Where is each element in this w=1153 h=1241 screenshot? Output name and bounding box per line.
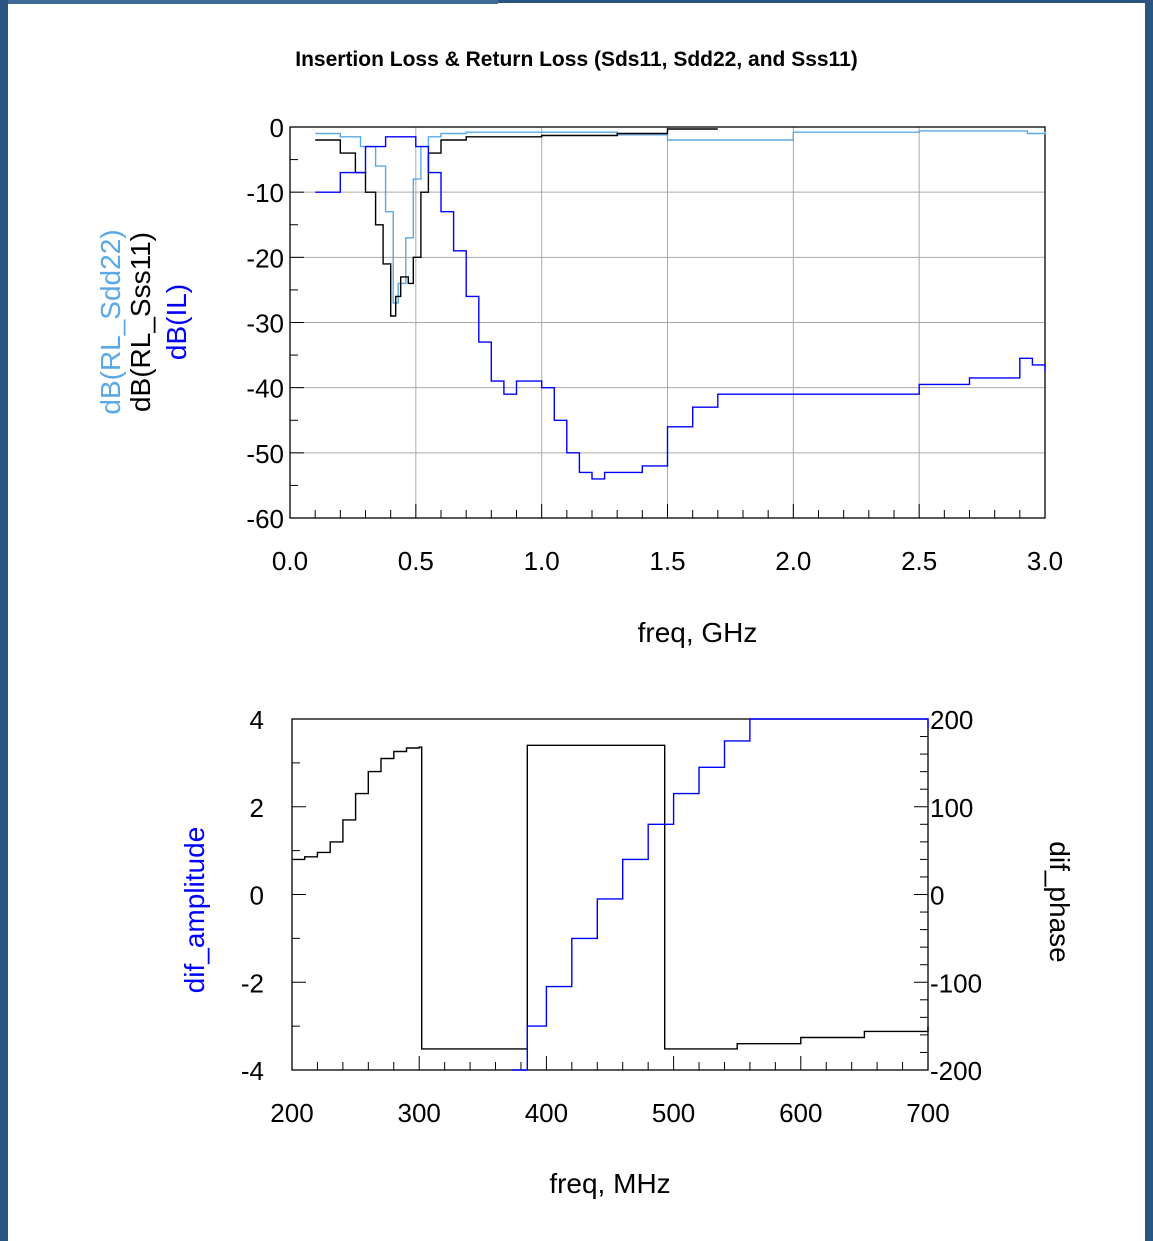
y-tick-label: -10 [246,178,284,208]
x-tick-label: 400 [525,1098,568,1128]
x-tick-label: 300 [398,1098,441,1128]
plot-area-frame [289,126,1046,519]
left-y-tick-label: 0 [250,881,264,911]
right-y-tick-label: 0 [930,881,944,911]
left-y-tick-label: -2 [241,968,264,998]
series-line [512,718,929,1071]
x-tick-label: 200 [270,1098,313,1128]
plot-area-frame [291,718,929,1071]
right-y-tick-label: -200 [930,1056,982,1086]
y-axis-label: dB(IL) [161,284,192,360]
insertion-return-loss-chart: 0.0 0.5 1.0 1.5 2.0 2.5 3.0 0 -10 -20 -30 -40 -50 -60… [95,113,1063,648]
chart-title: Insertion Loss & Return Loss (Sds11, Sdd… [295,48,858,71]
x-tick-label: 2.5 [901,546,937,576]
left-y-tick-label: 4 [250,705,264,735]
x-tick-label: 700 [906,1098,949,1128]
right-y-axis-label: dif_phase [1044,841,1075,962]
series-line [315,136,1046,480]
right-y-tick-label: 100 [930,793,973,823]
series-line [315,130,1046,304]
series-line [315,128,718,317]
y-tick-label: -40 [246,374,284,404]
x-tick-label: 1.5 [649,546,685,576]
x-tick-label: 500 [652,1098,695,1128]
x-tick-label: 1.0 [524,546,560,576]
right-y-tick-label: 200 [930,705,973,735]
x-tick-label: 3.0 [1027,546,1063,576]
y-tick-label: -50 [246,439,284,469]
series-line [292,744,929,1050]
y-tick-label: -60 [246,504,284,534]
x-tick-label: 600 [779,1098,822,1128]
left-y-tick-label: -4 [241,1056,264,1086]
right-y-tick-label: -100 [930,968,982,998]
y-axis-label: dB(RL_Sdd22) [95,229,126,414]
left-y-axis-label: dif_amplitude [179,827,210,994]
window-top-strip [8,0,498,4]
y-tick-label: 0 [270,113,284,143]
x-axis-label: freq, MHz [549,1168,670,1199]
left-y-tick-label: 2 [250,793,264,823]
y-tick-label: -20 [246,243,284,273]
x-tick-label: 0.5 [398,546,434,576]
x-axis-label: freq, GHz [638,617,758,648]
y-axis-label: dB(RL_Sss11) [125,232,156,412]
x-tick-label: 2.0 [775,546,811,576]
x-tick-label: 0.0 [272,546,308,576]
y-tick-label: -30 [246,309,284,339]
